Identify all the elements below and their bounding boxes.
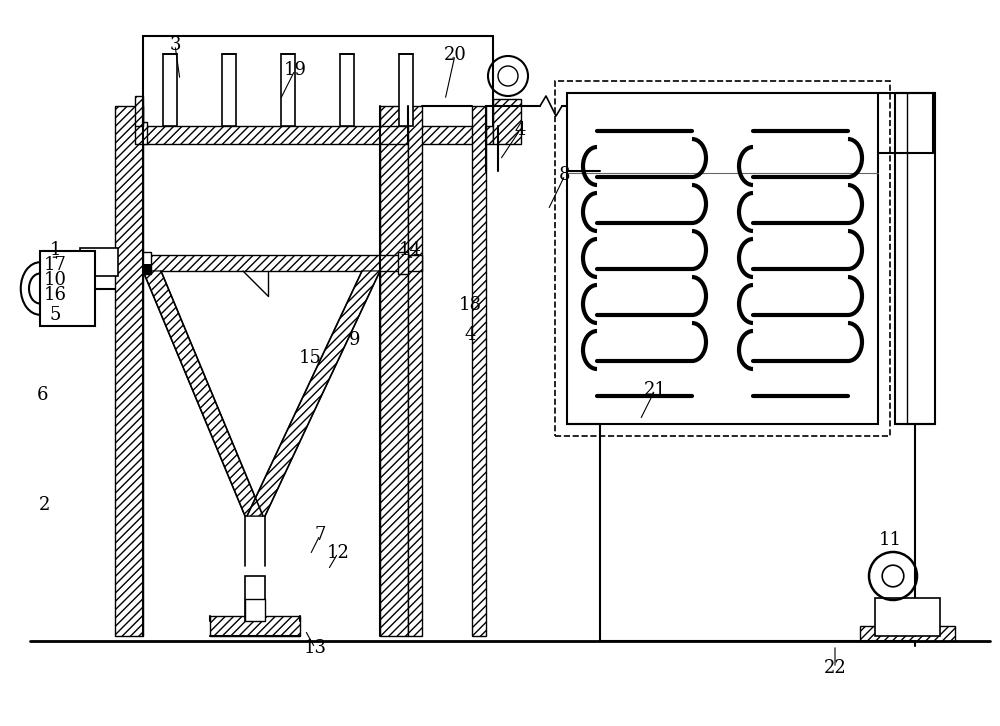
Bar	[245, 598, 265, 621]
Text: 7: 7	[314, 526, 326, 544]
Bar	[860, 626, 955, 641]
Text: 10: 10	[44, 271, 66, 289]
Text: 5: 5	[49, 306, 61, 324]
Bar	[567, 93, 878, 424]
Text: 6: 6	[36, 386, 48, 404]
Text: 17: 17	[44, 256, 66, 274]
Bar	[875, 598, 940, 636]
Text: 1: 1	[49, 241, 61, 259]
Bar	[210, 616, 300, 636]
Text: 2: 2	[39, 496, 51, 514]
Bar	[143, 126, 493, 144]
Text: 4: 4	[464, 326, 476, 344]
Text: 22: 22	[824, 659, 846, 677]
Bar	[408, 106, 422, 636]
Bar	[380, 106, 408, 636]
Bar	[40, 251, 95, 326]
Text: 13: 13	[304, 639, 326, 657]
Bar	[408, 255, 422, 271]
Text: 9: 9	[349, 331, 361, 349]
Text: 4: 4	[514, 121, 526, 139]
Text: 11: 11	[879, 531, 902, 549]
Bar	[245, 576, 265, 621]
Bar	[80, 248, 118, 276]
Text: 20: 20	[444, 46, 466, 64]
Bar	[422, 106, 472, 636]
Text: 19: 19	[284, 61, 306, 79]
Bar	[163, 54, 177, 126]
Text: 21: 21	[644, 381, 666, 399]
Bar	[115, 106, 143, 636]
Bar	[222, 54, 236, 126]
Bar	[143, 252, 151, 274]
Text: 14: 14	[399, 241, 421, 259]
Bar	[895, 93, 935, 424]
Text: 18: 18	[458, 296, 482, 314]
Text: 12: 12	[327, 544, 349, 562]
Bar	[399, 54, 413, 126]
Bar	[143, 264, 151, 274]
Bar	[135, 96, 143, 126]
Text: 3: 3	[169, 36, 181, 54]
Polygon shape	[143, 271, 263, 516]
Bar	[340, 54, 354, 126]
Bar	[493, 99, 521, 144]
Bar	[555, 81, 890, 436]
Bar	[143, 255, 408, 271]
Polygon shape	[247, 271, 380, 516]
Text: 8: 8	[559, 166, 571, 184]
Bar	[472, 106, 486, 636]
Bar	[281, 54, 295, 126]
Bar	[135, 122, 147, 144]
Text: 15: 15	[299, 349, 321, 367]
Text: 16: 16	[44, 286, 66, 304]
Bar	[398, 252, 408, 274]
